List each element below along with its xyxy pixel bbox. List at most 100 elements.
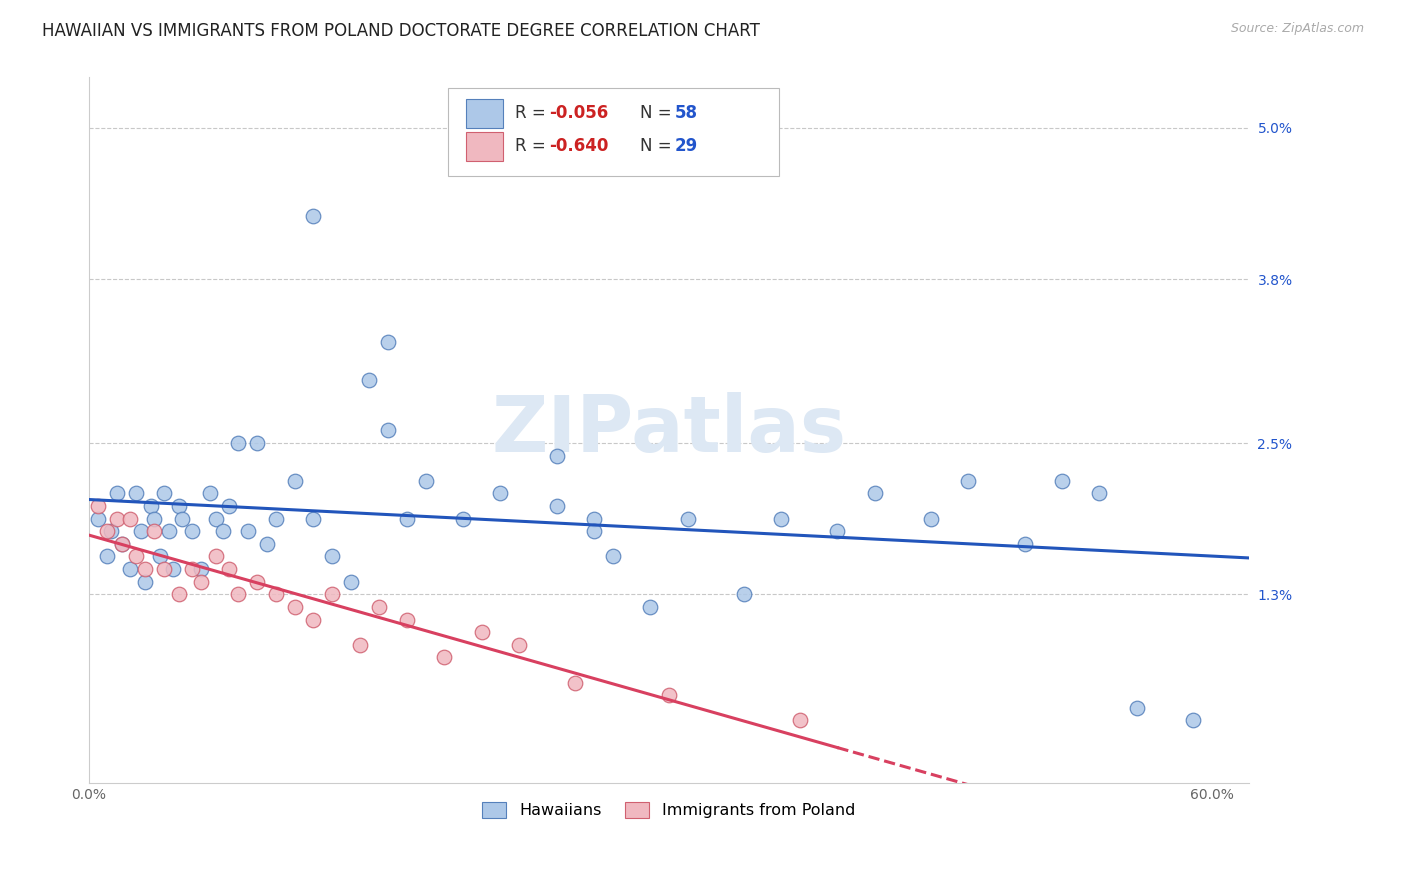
Point bbox=[105, 486, 128, 500]
Point bbox=[546, 499, 568, 513]
Point bbox=[218, 562, 240, 576]
Point bbox=[1088, 486, 1111, 500]
Point bbox=[118, 562, 141, 576]
Point bbox=[789, 714, 811, 728]
Point bbox=[167, 587, 190, 601]
Point bbox=[284, 599, 307, 614]
Point bbox=[200, 486, 222, 500]
Point bbox=[770, 511, 793, 525]
Point bbox=[339, 574, 361, 589]
Text: N =: N = bbox=[640, 103, 676, 121]
FancyBboxPatch shape bbox=[465, 99, 503, 128]
Point bbox=[349, 638, 371, 652]
Point bbox=[1050, 474, 1073, 488]
Point bbox=[87, 499, 110, 513]
Point bbox=[96, 524, 118, 539]
Point bbox=[1181, 714, 1204, 728]
Text: R =: R = bbox=[515, 103, 551, 121]
FancyBboxPatch shape bbox=[449, 88, 779, 177]
Point bbox=[256, 537, 278, 551]
Point bbox=[302, 209, 325, 223]
Point bbox=[321, 587, 343, 601]
Point bbox=[564, 675, 586, 690]
Point bbox=[367, 599, 389, 614]
Point bbox=[920, 511, 942, 525]
Point bbox=[180, 562, 202, 576]
Point bbox=[180, 524, 202, 539]
Text: -0.056: -0.056 bbox=[550, 103, 609, 121]
Point bbox=[284, 474, 307, 488]
Point bbox=[143, 511, 166, 525]
Point bbox=[395, 613, 418, 627]
Point bbox=[246, 436, 269, 450]
Point bbox=[264, 587, 287, 601]
Point bbox=[162, 562, 184, 576]
Point bbox=[111, 537, 134, 551]
Point bbox=[143, 524, 166, 539]
Point bbox=[377, 424, 399, 438]
Text: Source: ZipAtlas.com: Source: ZipAtlas.com bbox=[1230, 22, 1364, 36]
Point bbox=[105, 511, 128, 525]
Point bbox=[149, 549, 172, 564]
Point bbox=[228, 436, 250, 450]
Point bbox=[228, 587, 250, 601]
Point bbox=[96, 549, 118, 564]
Point bbox=[118, 511, 141, 525]
Point bbox=[451, 511, 474, 525]
Legend: Hawaiians, Immigrants from Poland: Hawaiians, Immigrants from Poland bbox=[477, 796, 862, 825]
Point bbox=[167, 499, 190, 513]
Point bbox=[190, 574, 212, 589]
Point bbox=[583, 524, 606, 539]
Point bbox=[733, 587, 755, 601]
Point bbox=[602, 549, 624, 564]
Point bbox=[124, 486, 146, 500]
Point bbox=[129, 524, 152, 539]
Text: 29: 29 bbox=[675, 136, 697, 155]
Point bbox=[395, 511, 418, 525]
Point bbox=[205, 549, 228, 564]
Point bbox=[190, 562, 212, 576]
Point bbox=[100, 524, 122, 539]
Text: ZIPatlas: ZIPatlas bbox=[492, 392, 846, 468]
Point bbox=[583, 511, 606, 525]
Point bbox=[546, 449, 568, 463]
Point bbox=[134, 562, 156, 576]
Point bbox=[433, 650, 456, 665]
Point bbox=[264, 511, 287, 525]
Point bbox=[157, 524, 180, 539]
Point bbox=[508, 638, 530, 652]
FancyBboxPatch shape bbox=[465, 132, 503, 161]
Point bbox=[212, 524, 235, 539]
Point bbox=[658, 688, 681, 702]
Point bbox=[321, 549, 343, 564]
Point bbox=[377, 335, 399, 350]
Point bbox=[489, 486, 512, 500]
Text: N =: N = bbox=[640, 136, 676, 155]
Point bbox=[302, 613, 325, 627]
Point bbox=[152, 486, 174, 500]
Point bbox=[676, 511, 699, 525]
Point bbox=[152, 562, 174, 576]
Point bbox=[246, 574, 269, 589]
Point bbox=[218, 499, 240, 513]
Point bbox=[236, 524, 259, 539]
Point bbox=[827, 524, 849, 539]
Point bbox=[302, 511, 325, 525]
Point bbox=[134, 574, 156, 589]
Point bbox=[471, 625, 494, 640]
Text: -0.640: -0.640 bbox=[550, 136, 609, 155]
Text: R =: R = bbox=[515, 136, 551, 155]
Point bbox=[124, 549, 146, 564]
Text: HAWAIIAN VS IMMIGRANTS FROM POLAND DOCTORATE DEGREE CORRELATION CHART: HAWAIIAN VS IMMIGRANTS FROM POLAND DOCTO… bbox=[42, 22, 761, 40]
Point bbox=[87, 511, 110, 525]
Point bbox=[1126, 700, 1149, 714]
Point bbox=[172, 511, 194, 525]
Point bbox=[139, 499, 162, 513]
Point bbox=[957, 474, 980, 488]
Point bbox=[1014, 537, 1036, 551]
Point bbox=[638, 599, 661, 614]
Point bbox=[205, 511, 228, 525]
Point bbox=[111, 537, 134, 551]
Point bbox=[415, 474, 437, 488]
Point bbox=[863, 486, 886, 500]
